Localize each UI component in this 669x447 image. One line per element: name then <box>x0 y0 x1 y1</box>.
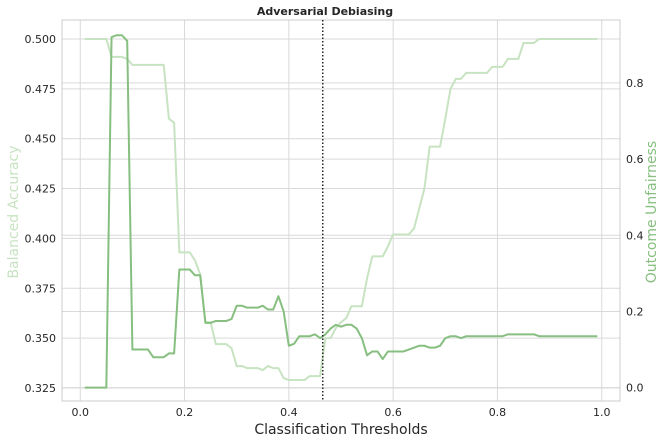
y-right-tick-label: 0.0 <box>626 382 644 395</box>
y-right-tick-label: 0.6 <box>626 153 644 166</box>
y-left-tick-label: 0.400 <box>25 232 57 245</box>
balanced-accuracy-line <box>84 37 598 382</box>
y-left-axis-label: Balanced Accuracy <box>6 145 22 278</box>
x-tick-label: 0.0 <box>72 406 90 419</box>
y-right-axis-label: Outcome Unfairness <box>644 141 660 283</box>
grid-layer <box>62 20 620 401</box>
y-left-tick-label: 0.475 <box>25 83 57 96</box>
plot-frame <box>61 19 621 402</box>
x-tick-label: 0.4 <box>280 406 298 419</box>
y-right-tick-label: 0.4 <box>626 229 644 242</box>
x-tick-label: 1.0 <box>593 406 611 419</box>
y-left-tick-labels: 0.325 0.350 0.375 0.400 0.425 0.450 0.475 0.500 <box>25 33 57 395</box>
plot-border <box>61 19 621 402</box>
y-right-tick-label: 0.2 <box>626 305 644 318</box>
x-tick-labels: 0.0 0.2 0.4 0.6 0.8 1.0 <box>72 406 611 419</box>
y-right-tick-labels: 0.0 0.2 0.4 0.6 0.8 <box>626 77 644 395</box>
y-left-tick-label: 0.450 <box>25 133 57 146</box>
x-axis-label: Classification Thresholds <box>254 422 427 438</box>
y-left-tick-label: 0.425 <box>25 183 57 196</box>
series-layer <box>84 34 598 389</box>
x-tick-label: 0.2 <box>176 406 194 419</box>
y-left-tick-label: 0.350 <box>25 332 57 345</box>
y-left-tick-label: 0.500 <box>25 33 57 46</box>
chart-title: Adversarial Debiasing <box>257 5 393 18</box>
x-tick-label: 0.6 <box>384 406 402 419</box>
outcome-unfairness-line <box>84 34 598 389</box>
y-left-tick-label: 0.375 <box>25 282 57 295</box>
y-right-tick-label: 0.8 <box>626 77 644 90</box>
x-tick-label: 0.8 <box>489 406 507 419</box>
y-left-tick-label: 0.325 <box>25 382 57 395</box>
